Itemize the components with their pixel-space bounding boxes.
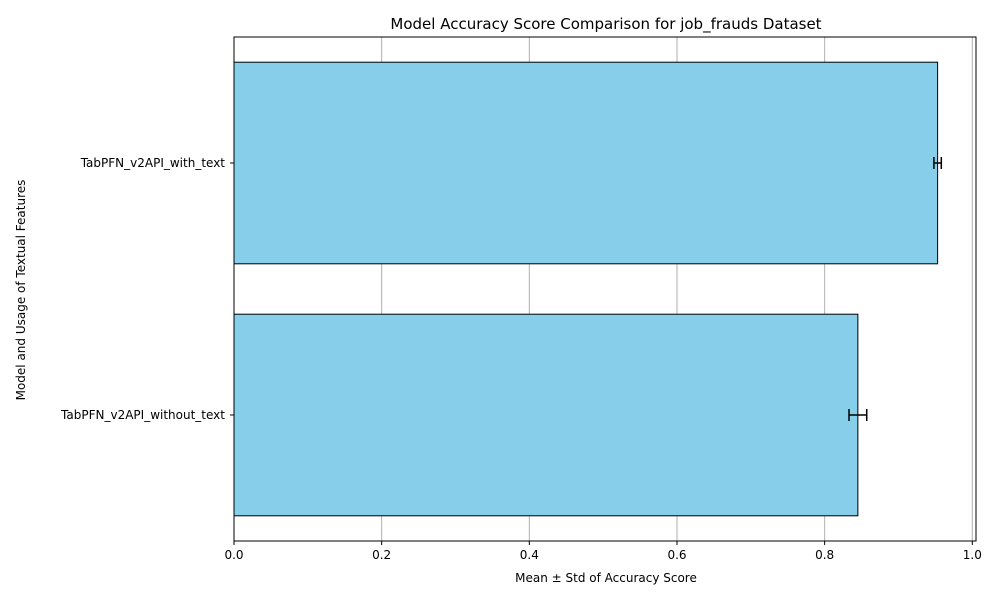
x-tick-label: 1.0 (963, 548, 982, 562)
error-bars (848, 157, 943, 421)
x-tick-label: 0.4 (520, 548, 539, 562)
bar (233, 313, 859, 517)
x-tick-label: 0.6 (667, 548, 686, 562)
x-tick-label: 0.2 (372, 548, 391, 562)
bars (233, 61, 939, 517)
chart-title: Model Accuracy Score Comparison for job_… (390, 15, 821, 34)
plot-frame (233, 36, 977, 542)
y-tick-label: TabPFN_v2API_with_text (80, 156, 226, 170)
x-axis-label: Mean ± Std of Accuracy Score (515, 571, 697, 585)
y-tick-label: TabPFN_v2API_without_text (60, 408, 225, 422)
x-axis-ticks: 0.0 0.2 0.4 0.6 0.8 1.0 (224, 541, 982, 562)
x-tick-label: 0.8 (815, 548, 834, 562)
y-axis-label: Model and Usage of Textual Features (14, 180, 28, 401)
y-axis-ticks: TabPFN_v2API_with_text TabPFN_v2API_witho… (60, 156, 234, 422)
bar (233, 61, 939, 265)
x-tick-label: 0.0 (224, 548, 243, 562)
